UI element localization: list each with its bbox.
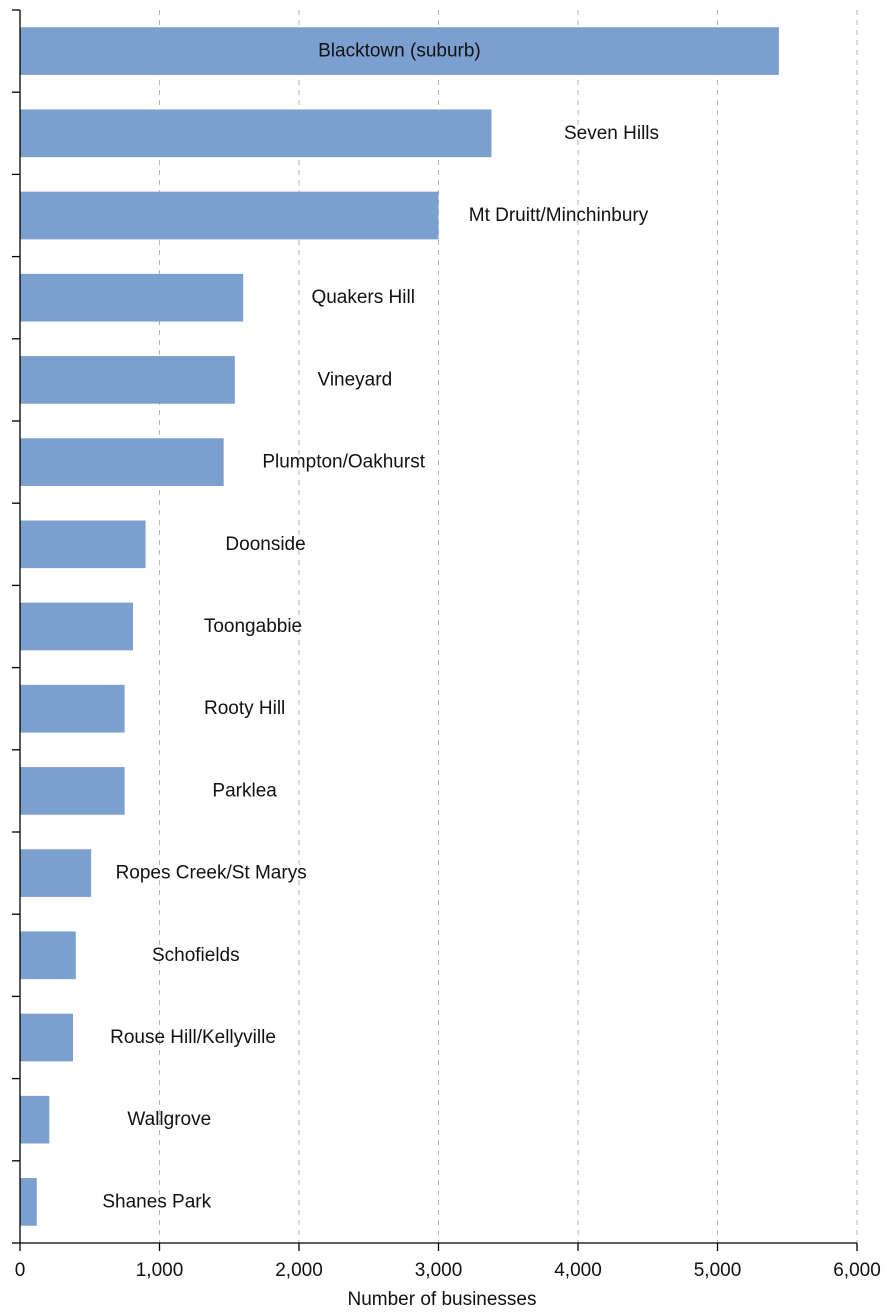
x-tick-label: 1,000 <box>136 1260 184 1281</box>
x-tick-labels: 0 1,000 2,000 3,000 4,000 5,000 6,000 <box>15 1260 881 1281</box>
bar-label: Plumpton/Oakhurst <box>262 452 425 473</box>
bar-labels: Blacktown (suburb) Seven Hills Mt Druitt/M… <box>102 41 659 1213</box>
bar <box>20 1178 37 1226</box>
bar-label: Toongabbie <box>204 616 302 637</box>
bar <box>20 356 235 404</box>
bar <box>20 520 146 569</box>
x-tick-label: 0 <box>15 1260 26 1281</box>
bar <box>20 849 92 897</box>
bar <box>20 438 224 486</box>
x-axis-title: Number of businesses <box>347 1289 536 1310</box>
bar-label: Ropes Creek/St Marys <box>116 863 307 884</box>
bar-label: Parklea <box>212 780 277 801</box>
x-tick-label: 2,000 <box>275 1260 323 1281</box>
x-tick-label: 6,000 <box>833 1260 881 1281</box>
axes <box>12 9 858 1251</box>
x-tick-label: 5,000 <box>694 1260 742 1281</box>
bar-label: Mt Druitt/Minchinbury <box>469 205 649 226</box>
bar <box>20 27 779 75</box>
bar-label: Rooty Hill <box>204 698 285 719</box>
bar-label: Schofields <box>152 945 240 966</box>
bar-label: Shanes Park <box>102 1191 211 1212</box>
bar-label: Vineyard <box>318 369 393 390</box>
bar <box>20 931 76 980</box>
bar-label: Rouse Hill/Kellyville <box>110 1027 276 1048</box>
bar <box>20 767 125 815</box>
bar-label: Wallgrove <box>127 1109 211 1130</box>
bar <box>20 109 492 158</box>
bar-label: Seven Hills <box>564 123 659 144</box>
bar-label: Quakers Hill <box>311 287 414 308</box>
bar <box>20 1013 74 1062</box>
bar-label: Blacktown (suburb) <box>318 41 481 62</box>
bar <box>20 602 133 651</box>
bar <box>20 1095 50 1144</box>
x-tick-label: 4,000 <box>554 1260 602 1281</box>
bar <box>20 684 125 733</box>
x-tick-label: 3,000 <box>415 1260 463 1281</box>
bar <box>20 191 439 240</box>
bar-label: Doonside <box>225 534 305 555</box>
bars <box>20 27 779 1226</box>
bar <box>20 273 244 322</box>
